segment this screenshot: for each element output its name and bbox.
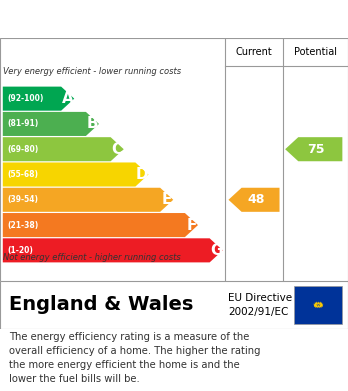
Text: (92-100): (92-100) xyxy=(7,94,44,103)
Polygon shape xyxy=(3,163,149,187)
Text: (39-54): (39-54) xyxy=(7,195,38,204)
Text: C: C xyxy=(112,142,123,157)
Text: ★: ★ xyxy=(317,301,322,306)
Polygon shape xyxy=(3,112,99,136)
Text: (21-38): (21-38) xyxy=(7,221,38,230)
Polygon shape xyxy=(229,188,279,212)
Text: ★: ★ xyxy=(316,301,321,306)
Text: ★: ★ xyxy=(314,301,319,306)
Text: D: D xyxy=(136,167,148,182)
Polygon shape xyxy=(285,137,342,161)
Text: ★: ★ xyxy=(313,303,318,308)
Text: ★: ★ xyxy=(316,304,321,309)
Text: The energy efficiency rating is a measure of the
overall efficiency of a home. T: The energy efficiency rating is a measur… xyxy=(9,332,260,384)
Text: Potential: Potential xyxy=(294,47,337,57)
Text: (1-20): (1-20) xyxy=(7,246,33,255)
Text: ★: ★ xyxy=(313,303,317,307)
Text: A: A xyxy=(62,91,73,106)
Text: F: F xyxy=(186,217,197,233)
Text: Very energy efficient - lower running costs: Very energy efficient - lower running co… xyxy=(3,67,182,76)
Text: England & Wales: England & Wales xyxy=(9,296,193,314)
Text: ★: ★ xyxy=(319,303,324,307)
Polygon shape xyxy=(3,239,223,262)
Text: 48: 48 xyxy=(247,193,264,206)
Text: Energy Efficiency Rating: Energy Efficiency Rating xyxy=(9,11,238,29)
Text: Not energy efficient - higher running costs: Not energy efficient - higher running co… xyxy=(3,253,181,262)
Polygon shape xyxy=(3,213,198,237)
Text: ★: ★ xyxy=(318,303,323,308)
Polygon shape xyxy=(3,188,173,212)
Polygon shape xyxy=(3,137,124,161)
Text: 75: 75 xyxy=(307,143,324,156)
Text: (81-91): (81-91) xyxy=(7,119,38,128)
Text: (69-80): (69-80) xyxy=(7,145,38,154)
Text: B: B xyxy=(87,117,98,131)
Text: EU Directive
2002/91/EC: EU Directive 2002/91/EC xyxy=(228,293,292,317)
Text: (55-68): (55-68) xyxy=(7,170,38,179)
Text: ★: ★ xyxy=(314,304,319,309)
Text: G: G xyxy=(210,243,222,258)
Text: ★: ★ xyxy=(313,302,318,307)
Text: ★: ★ xyxy=(317,304,322,309)
Text: E: E xyxy=(161,192,172,207)
Text: ★: ★ xyxy=(318,302,323,307)
Polygon shape xyxy=(3,87,74,111)
Bar xyxy=(294,286,342,324)
Text: Current: Current xyxy=(236,47,272,57)
